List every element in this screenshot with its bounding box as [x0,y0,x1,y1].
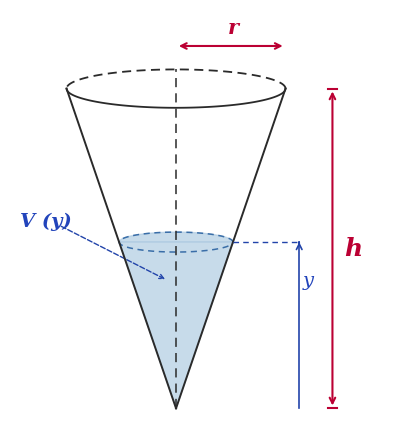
Text: r: r [227,17,239,37]
Text: h: h [344,237,362,261]
Polygon shape [119,233,233,408]
Text: V (y): V (y) [20,212,71,230]
Text: y: y [303,272,314,290]
